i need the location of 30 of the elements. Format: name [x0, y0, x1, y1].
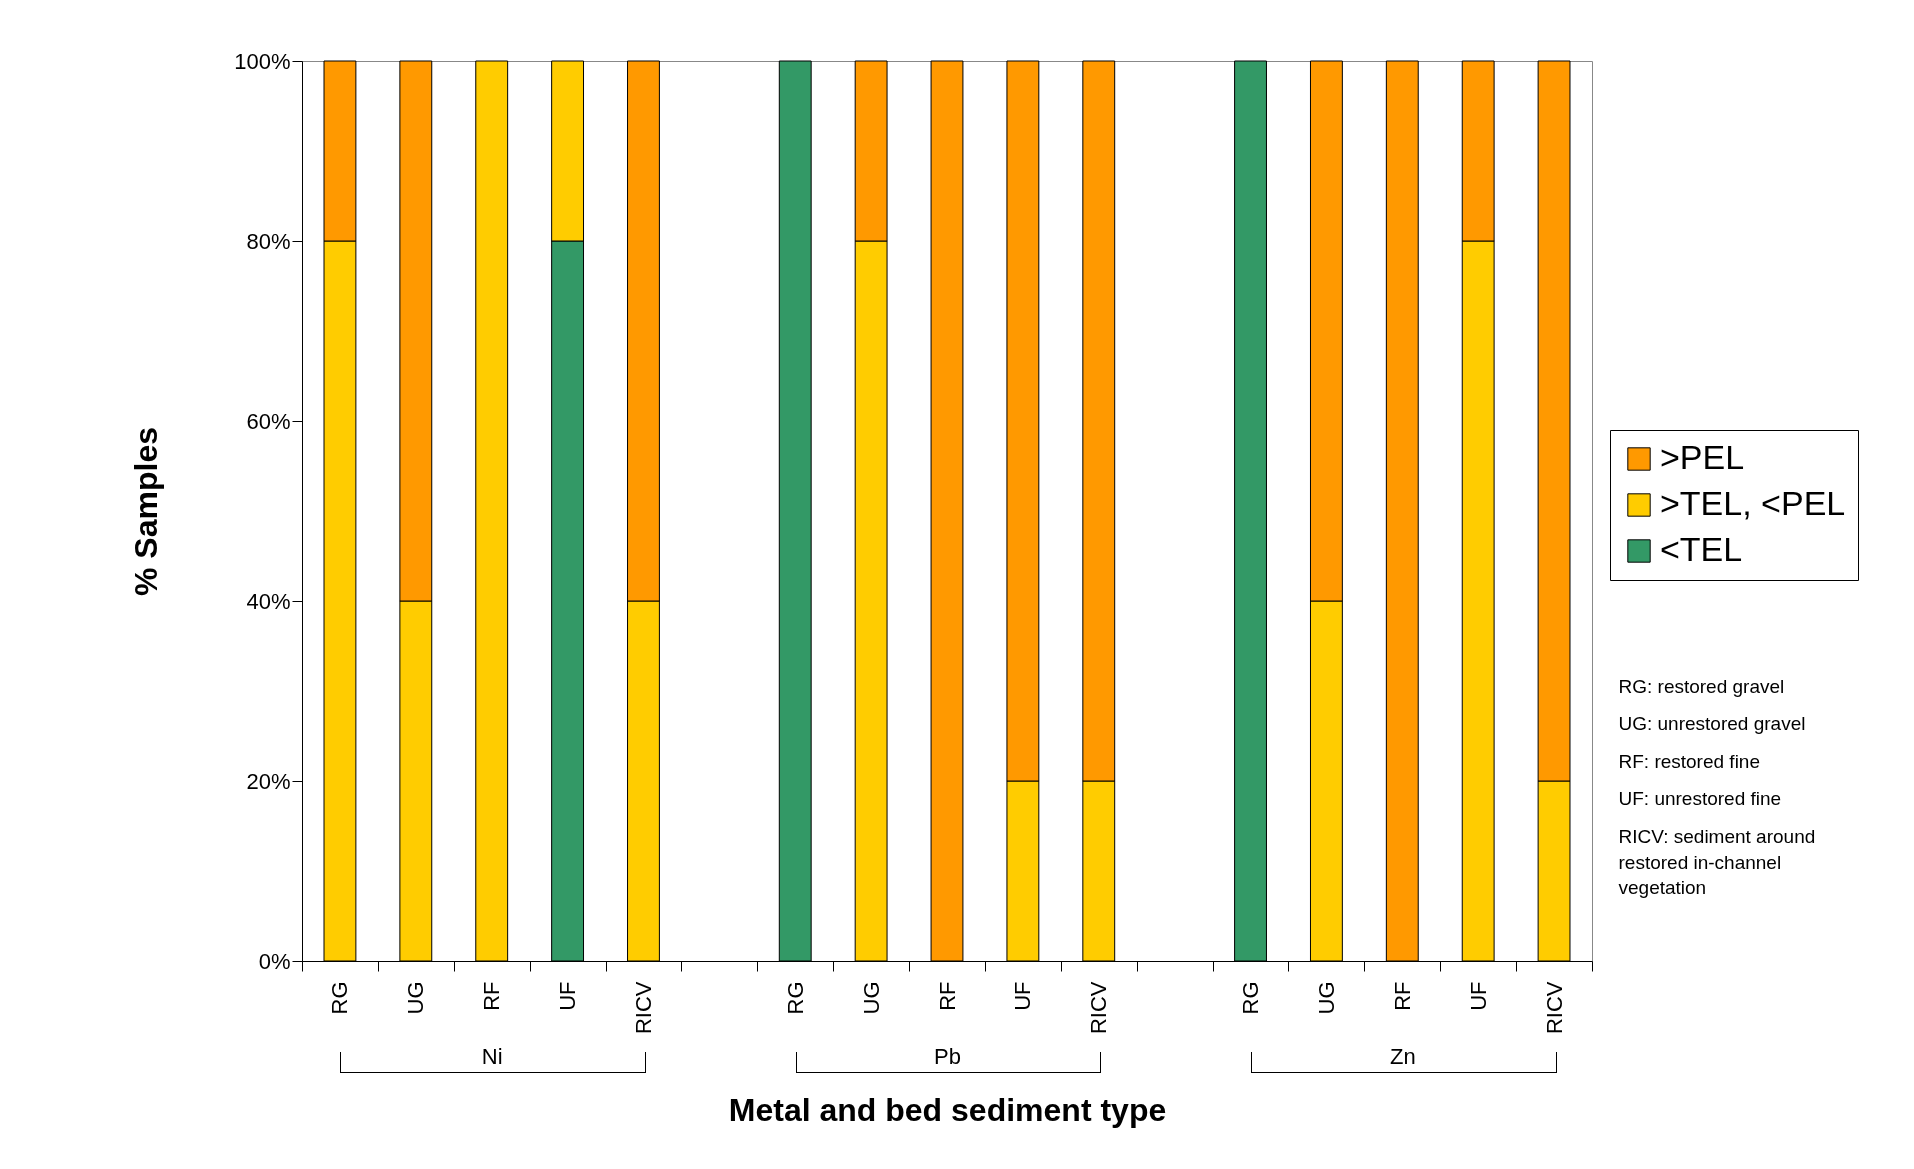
y-tick-label: 80%: [246, 228, 291, 254]
x-tick-label: UG: [1313, 981, 1339, 1015]
y-axis-title: % Samples: [128, 427, 165, 596]
x-tick-label: UG: [858, 981, 884, 1015]
legend-label: >TEL, <PEL: [1660, 484, 1846, 522]
x-tick-label: RICV: [1541, 981, 1567, 1035]
x-tick-label: RG: [782, 981, 808, 1015]
x-tick-label: RF: [1389, 981, 1415, 1011]
y-tick-label: 100%: [234, 48, 291, 74]
y-tick-label: 40%: [246, 588, 291, 614]
legend-label: <TEL: [1660, 530, 1743, 568]
x-tick-label: RICV: [630, 981, 656, 1035]
notes: RG: restored gravel UG: unrestored gravel RF: restored fine UF: unrestored fine RICV: sediment around restored in-channel vegetation: [1618, 674, 1817, 901]
text: Zn: [1389, 1043, 1416, 1070]
x-tick-label: RG: [1238, 981, 1264, 1015]
x-tick-label: UF: [1465, 981, 1491, 1011]
x-tick-label: RF: [479, 981, 505, 1011]
x-tick-label: RG: [327, 981, 353, 1015]
y-tick-label: 60%: [246, 408, 291, 434]
text: Pb: [934, 1043, 961, 1070]
x-tick-label: RICV: [1086, 981, 1112, 1035]
text: Ni: [481, 1043, 503, 1070]
x-axis-title: Metal and bed sediment type: [728, 1092, 1167, 1129]
y-tick-label: 0%: [258, 948, 291, 974]
x-tick-label: UF: [555, 981, 581, 1011]
legend-label: >PEL: [1660, 438, 1745, 476]
x-tick-label: UF: [1010, 981, 1036, 1011]
x-tick-label: RF: [934, 981, 960, 1011]
x-tick-label: UG: [403, 981, 429, 1015]
y-tick-label: 20%: [246, 768, 291, 794]
